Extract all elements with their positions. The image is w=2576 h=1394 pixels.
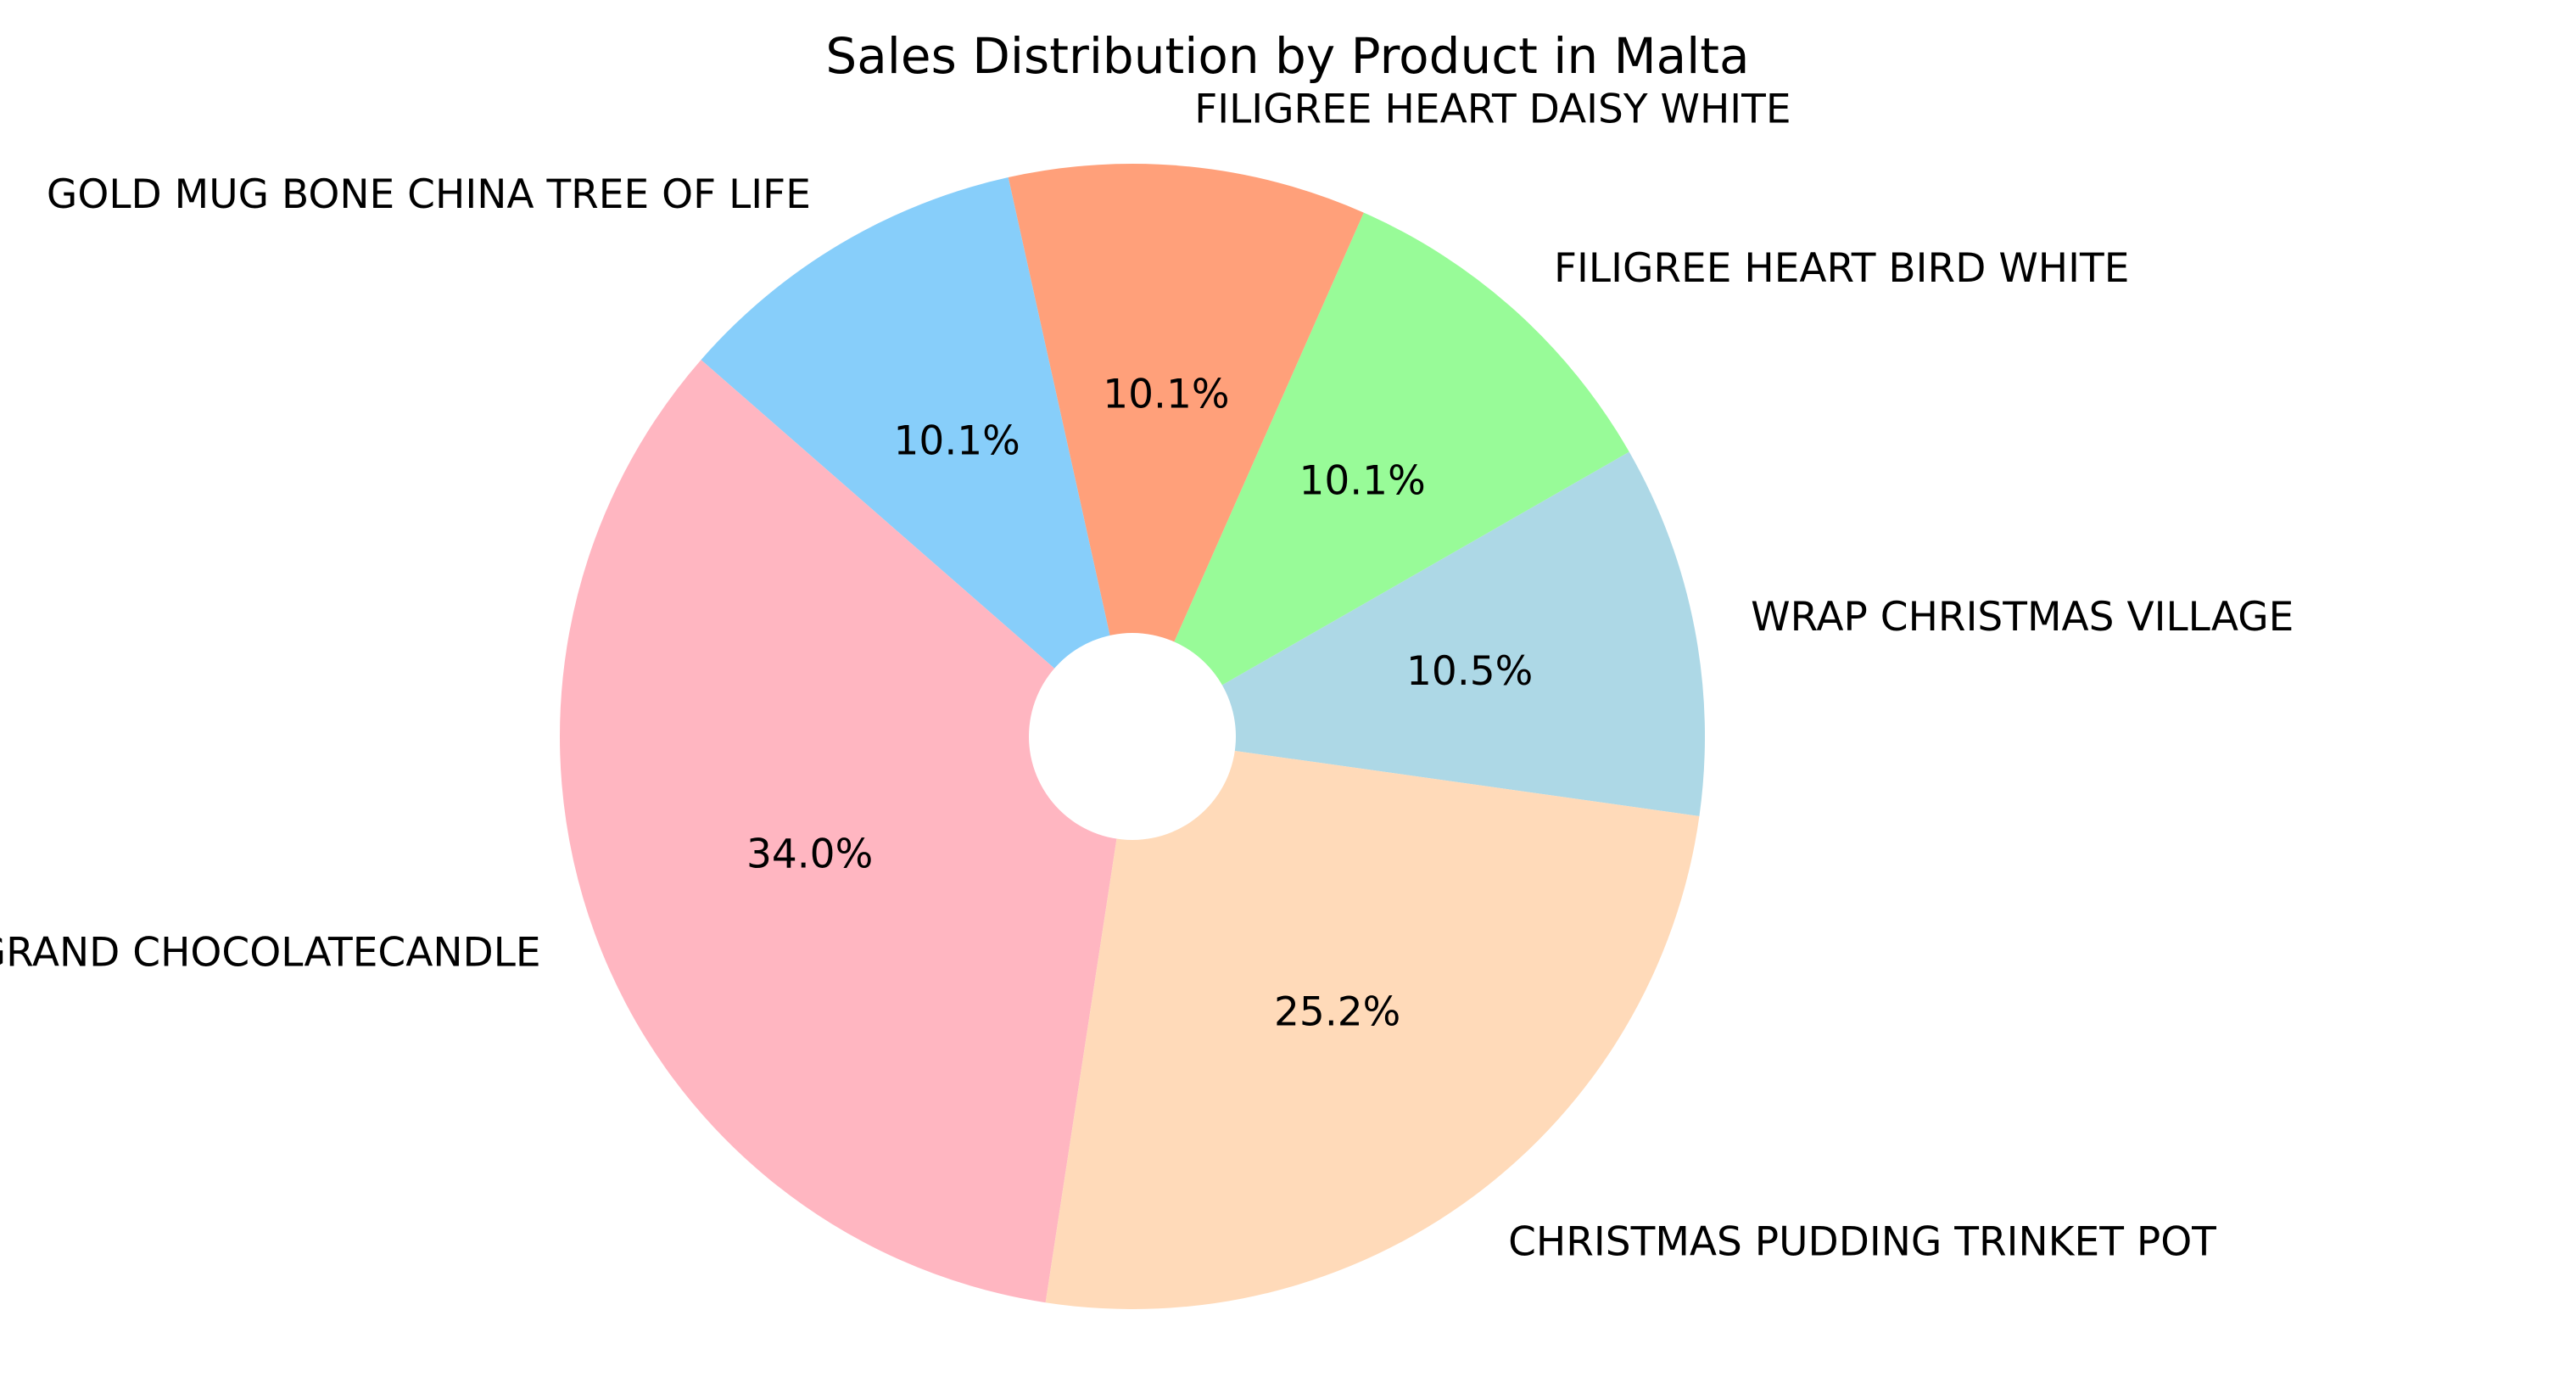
- slice-percent-label: 25.2%: [1274, 989, 1400, 1036]
- slice-percent-label: 10.1%: [1103, 372, 1229, 418]
- chart-title: Sales Distribution by Product in Malta: [825, 27, 1749, 85]
- slice-category-label: CHRISTMAS PUDDING TRINKET POT: [1508, 1218, 2216, 1265]
- pie-slice: [559, 360, 1132, 1303]
- donut-hole: [1029, 633, 1236, 840]
- pie-slice: [1008, 163, 1364, 737]
- slice-category-label: GRAND CHOCOLATECANDLE: [0, 929, 541, 976]
- slice-percent-label: 10.1%: [1299, 458, 1425, 505]
- pie-slice: [701, 177, 1132, 737]
- percent-labels: 10.5% 10.1% 10.1% 10.1% 34.0% 25.2%: [746, 372, 1533, 1036]
- pie-slice: [1132, 451, 1705, 816]
- pie-slice: [1045, 736, 1700, 1310]
- slice-percent-label: 10.5%: [1406, 648, 1533, 695]
- pie-slices: [559, 163, 1705, 1310]
- pie-slice: [1132, 212, 1629, 737]
- slice-percent-label: 34.0%: [746, 831, 873, 878]
- slice-category-label: WRAP CHRISTMAS VILLAGE: [1751, 594, 2294, 641]
- slice-percent-label: 10.1%: [894, 417, 1020, 464]
- slice-labels: WRAP CHRISTMAS VILLAGE FILIGREE HEART BIR…: [0, 87, 2294, 1266]
- slice-category-label: FILIGREE HEART DAISY WHITE: [1194, 87, 1791, 133]
- slice-category-label: FILIGREE HEART BIRD WHITE: [1554, 245, 2129, 292]
- slice-category-label: GOLD MUG BONE CHINA TREE OF LIFE: [47, 171, 811, 218]
